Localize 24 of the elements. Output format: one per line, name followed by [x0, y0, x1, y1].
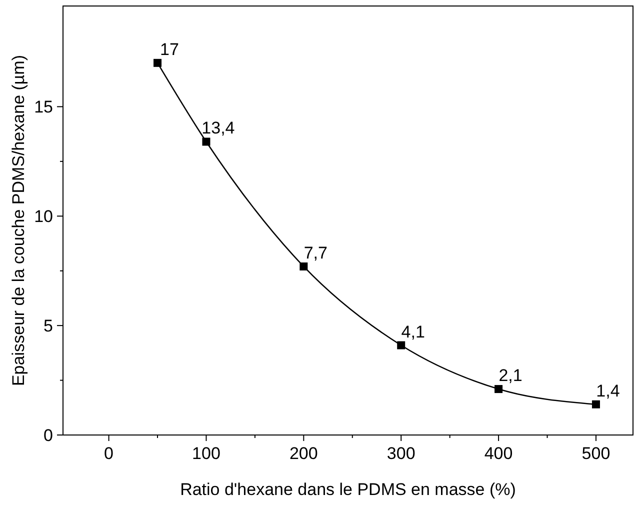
data-label: 17 — [160, 40, 179, 59]
x-tick-label: 400 — [484, 444, 513, 463]
x-tick-label: 100 — [192, 444, 220, 463]
x-tick-label: 300 — [386, 444, 416, 463]
x-axis-title: Ratio d'hexane dans le PDMS en masse (%) — [180, 480, 516, 499]
data-label: 4,1 — [401, 322, 425, 342]
x-tick-label: 0 — [104, 444, 114, 463]
point — [300, 262, 308, 270]
data-label: 13,4 — [202, 118, 235, 138]
y-tick-label: 15 — [34, 98, 53, 117]
data-label: 1,4 — [596, 381, 620, 400]
point — [154, 58, 162, 67]
y-axis-title: Epaisseur de la couche PDMS/hexane (µm) — [9, 54, 28, 386]
x-tick-label: 500 — [582, 444, 610, 463]
x-tick-label: 200 — [289, 444, 318, 463]
point — [202, 138, 210, 146]
point — [397, 341, 406, 350]
y-tick-label: 0 — [44, 426, 53, 445]
y-tick-label: 5 — [44, 316, 53, 336]
point — [494, 385, 503, 394]
point — [592, 400, 600, 408]
data-label: 2,1 — [498, 366, 522, 386]
y-tick-label: 10 — [34, 207, 53, 226]
data-label: 7,7 — [304, 243, 328, 262]
